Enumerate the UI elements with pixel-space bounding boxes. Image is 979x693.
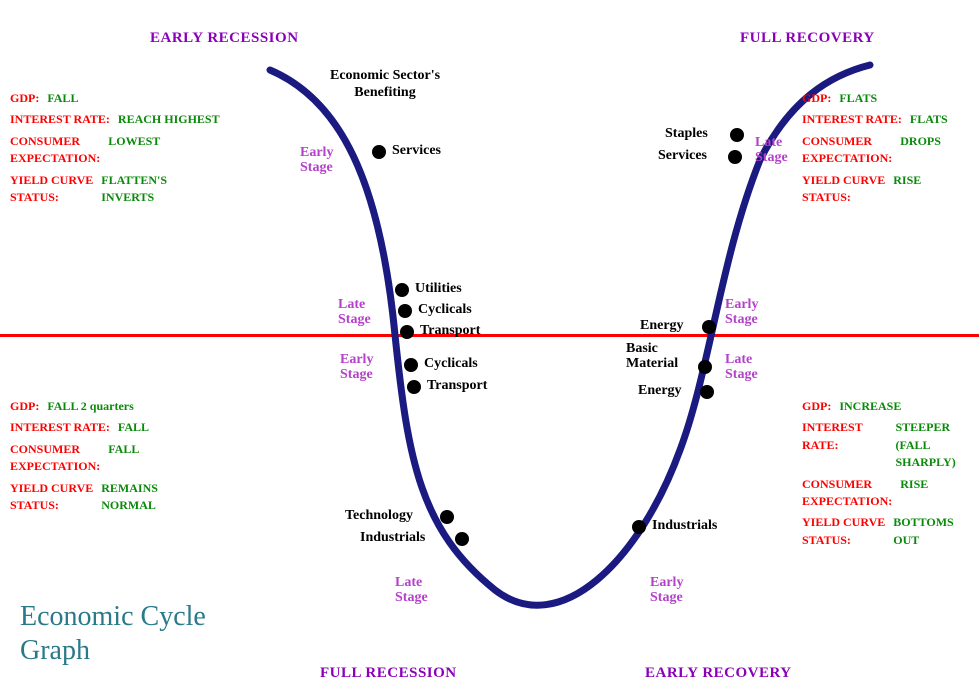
metric-row: YIELD CURVE STATUS: RISE <box>802 172 948 207</box>
stage-label: Early Stage <box>340 352 373 383</box>
phase-title: EARLY RECESSION <box>150 30 299 47</box>
stage-label: Early Stage <box>300 145 333 176</box>
sector-dot <box>632 520 646 534</box>
sector-dot <box>407 380 421 394</box>
sector-dot <box>700 385 714 399</box>
metric-value: FLATS <box>910 111 948 128</box>
sector-dot <box>702 320 716 334</box>
sector-label: Services <box>392 143 441 159</box>
metric-value: BOTTOMS OUT <box>893 514 953 549</box>
metric-row: CONSUMER EXPECTATION: LOWEST <box>10 133 220 168</box>
stage-label: Late Stage <box>338 297 371 328</box>
metric-row: YIELD CURVE STATUS:BOTTOMS OUT <box>802 514 979 549</box>
metric-value: LOWEST <box>108 133 160 150</box>
sector-label: Transport <box>420 323 480 339</box>
sector-label: Cyclicals <box>424 356 478 372</box>
sector-label: Industrials <box>360 530 425 546</box>
sector-dot <box>728 150 742 164</box>
sector-label: Services <box>658 148 707 164</box>
sector-label: Cyclicals <box>418 302 472 318</box>
sector-label: Energy <box>640 318 684 334</box>
metric-value: RISE <box>893 172 921 189</box>
metric-key: INTEREST RATE: <box>802 111 902 128</box>
stage-label: Late Stage <box>755 135 788 166</box>
sector-label: Technology <box>345 508 413 524</box>
phase-title: EARLY RECOVERY <box>645 665 792 682</box>
metric-key: CONSUMER EXPECTATION: <box>10 133 100 168</box>
sector-label: Utilities <box>415 281 462 297</box>
metric-key: GDP: <box>10 90 39 107</box>
stage-label: Late Stage <box>725 352 758 383</box>
metric-row: CONSUMER EXPECTATION: DROPS <box>802 133 948 168</box>
metric-key: GDP: <box>802 90 831 107</box>
sector-label: Basic Material <box>626 342 678 371</box>
metric-row: CONSUMER EXPECTATION: FALL <box>10 441 158 476</box>
metric-row: GDP: FALL 2 quarters <box>10 398 158 415</box>
graph-title: Economic Cycle Graph <box>20 600 206 667</box>
sector-label: Staples <box>665 126 708 142</box>
metric-row: GDP: FLATS <box>802 90 948 107</box>
metric-row: GDP: INCREASE <box>802 398 979 415</box>
early-recession-metrics: GDP: FALL INTEREST RATE: REACH HIGHEST CONSU… <box>10 90 220 210</box>
phase-title: FULL RECOVERY <box>740 30 875 47</box>
metric-value: STEEPER (FALL SHARPLY) <box>895 419 979 471</box>
sector-dot <box>372 145 386 159</box>
full-recovery-metrics: GDP: FLATS INTEREST RATE: FLATS CONSUMER EXP… <box>802 90 948 210</box>
metric-key: CONSUMER EXPECTATION: <box>802 476 892 511</box>
metric-key: GDP: <box>10 398 39 415</box>
full-recession-metrics: GDP:FALL 2 quartersINTEREST RATE:FALLCON… <box>10 398 158 518</box>
metric-key: INTEREST RATE: <box>10 419 110 436</box>
sector-label: Transport <box>427 378 487 394</box>
stage-label: Early Stage <box>650 575 683 606</box>
phase-title: FULL RECESSION <box>320 665 457 682</box>
metric-key: YIELD CURVE STATUS: <box>10 172 93 207</box>
metric-value: RISE <box>900 476 928 493</box>
sector-dot <box>404 358 418 372</box>
early-recovery-metrics: GDP: INCREASE INTEREST RATE:STEEPER (FALL … <box>802 398 979 553</box>
metric-key: YIELD CURVE STATUS: <box>10 480 93 515</box>
metric-key: CONSUMER EXPECTATION: <box>10 441 100 476</box>
sector-dot <box>440 510 454 524</box>
sector-label: Industrials <box>652 518 717 534</box>
economic-cycle-diagram: { "layout": { "width": 979, "height": 69… <box>0 0 979 693</box>
sector-dot <box>698 360 712 374</box>
metric-value: REACH HIGHEST <box>118 111 220 128</box>
metric-row: INTEREST RATE: FLATS <box>802 111 948 128</box>
metric-key: CONSUMER EXPECTATION: <box>802 133 892 168</box>
metric-key: INTEREST RATE: <box>10 111 110 128</box>
metric-key: INTEREST RATE: <box>802 419 887 454</box>
metric-value: DROPS <box>900 133 941 150</box>
economic-midline <box>0 334 979 337</box>
metric-key: YIELD CURVE STATUS: <box>802 172 885 207</box>
stage-label: Late Stage <box>395 575 428 606</box>
metric-value: FLATS <box>839 90 877 107</box>
metric-value: FALL <box>47 90 78 107</box>
metric-value: INCREASE <box>839 398 901 415</box>
metric-row: GDP: FALL <box>10 90 220 107</box>
metric-row: YIELD CURVE STATUS:REMAINS NORMAL <box>10 480 158 515</box>
metric-value: FLATTEN'S INVERTS <box>101 172 167 207</box>
metric-value: FALL <box>118 419 149 436</box>
metric-value: FALL 2 quarters <box>47 398 133 415</box>
stage-label: Early Stage <box>725 297 758 328</box>
metric-key: GDP: <box>802 398 831 415</box>
metric-row: INTEREST RATE:STEEPER (FALL SHARPLY) <box>802 419 979 471</box>
sector-dot <box>730 128 744 142</box>
metric-row: CONSUMER EXPECTATION: RISE <box>802 476 979 511</box>
sector-dot <box>400 325 414 339</box>
sector-dot <box>395 283 409 297</box>
benefit-header: Economic Sector's Benefiting <box>330 68 440 102</box>
metric-row: INTEREST RATE: FALL <box>10 419 158 436</box>
metric-row: INTEREST RATE: REACH HIGHEST <box>10 111 220 128</box>
sector-dot <box>455 532 469 546</box>
metric-value: REMAINS NORMAL <box>101 480 158 515</box>
metric-key: YIELD CURVE STATUS: <box>802 514 885 549</box>
sector-label: Energy <box>638 383 682 399</box>
sector-dot <box>398 304 412 318</box>
metric-value: FALL <box>108 441 139 458</box>
metric-row: YIELD CURVE STATUS:FLATTEN'S INVERTS <box>10 172 220 207</box>
